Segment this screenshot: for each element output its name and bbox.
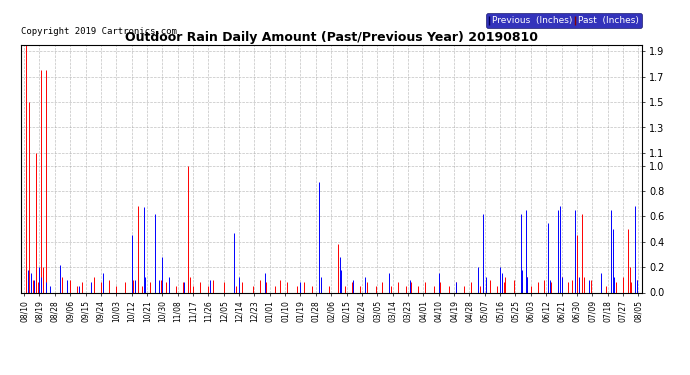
Title: Outdoor Rain Daily Amount (Past/Previous Year) 20190810: Outdoor Rain Daily Amount (Past/Previous…: [125, 31, 538, 44]
Text: Copyright 2019 Cartronics.com: Copyright 2019 Cartronics.com: [21, 27, 177, 36]
Legend: Previous  (Inches), Past  (Inches): Previous (Inches), Past (Inches): [486, 13, 642, 28]
